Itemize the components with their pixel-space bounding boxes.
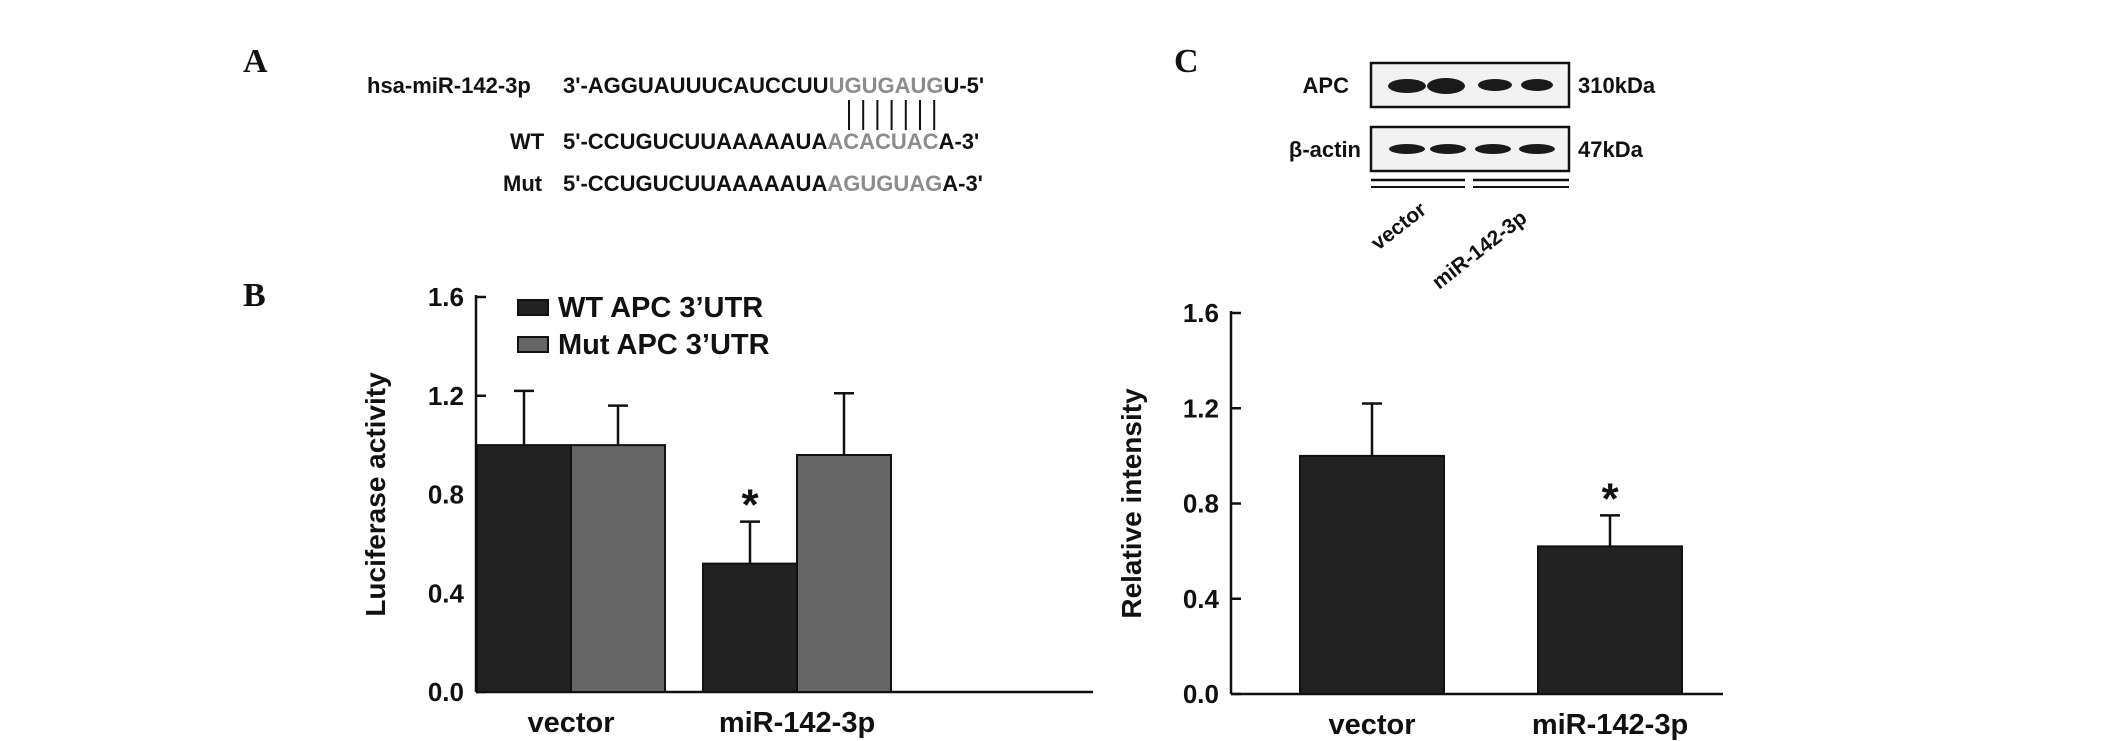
wt-sequence: 5'-CCUGUCUUAAAAAUAACACUACA-3' — [563, 129, 979, 154]
x-category-label: vector — [1328, 709, 1415, 741]
bar — [1299, 454, 1445, 695]
wt-seq-right: A-3' — [939, 129, 980, 154]
y-tick-label: 0.0 — [428, 677, 464, 707]
blot-size-actin: 47kDa — [1578, 137, 1644, 162]
bar — [476, 444, 572, 693]
band-apc-lane1 — [1388, 79, 1426, 93]
blot-label-actin: β-actin — [1289, 137, 1361, 162]
wt-seq-left: 5'-CCUGUCUUAAAAAUA — [563, 129, 827, 154]
mir-seq-seed: UGUGAUG — [829, 73, 944, 98]
significance-marker: * — [741, 481, 759, 530]
mut-seq-site: AGUGUAG — [827, 171, 942, 196]
wt-name: WT — [510, 129, 545, 154]
bar — [702, 562, 798, 693]
chart-relative-intensity: 0.0 0.4 0.8 1.2 1.6 Relative intensity vector m… — [1116, 298, 1723, 741]
y-tick-label: 0.0 — [1183, 679, 1219, 709]
y-axis-label: Luciferase activity — [360, 372, 391, 617]
y-tick-label: 0.8 — [1183, 489, 1219, 519]
band-actin-lane2 — [1430, 144, 1466, 154]
y-tick-label: 0.4 — [428, 578, 465, 608]
wt-seq-site: ACACUAC — [827, 129, 938, 154]
band-actin-lane1 — [1389, 144, 1425, 154]
mut-name: Mut — [503, 171, 543, 196]
band-apc-lane3 — [1478, 79, 1512, 91]
band-actin-lane3 — [1475, 144, 1511, 154]
mir-name: hsa-miR-142-3p — [367, 73, 531, 98]
legend-label: Mut APC 3’UTR — [558, 329, 770, 361]
bar — [796, 454, 892, 693]
blot-label-apc: APC — [1303, 73, 1350, 98]
blot-size-apc: 310kDa — [1578, 73, 1656, 98]
mir-seq-left: 3'-AGGUAUUUCAUCCUU — [563, 73, 829, 98]
panel-letter-a: A — [243, 43, 268, 80]
band-apc-lane4 — [1521, 79, 1553, 91]
lane-label-mir: miR-142-3p — [1428, 206, 1531, 294]
lane-label-vector: vector — [1367, 198, 1431, 255]
y-tick-label: 1.2 — [1183, 393, 1219, 423]
legend-swatch — [517, 299, 549, 316]
legend-swatch — [517, 336, 549, 353]
chart-luciferase: 0.0 0.4 0.8 1.2 1.6 Luciferase activity vector… — [360, 282, 1093, 739]
y-tick-label: 1.2 — [428, 381, 464, 411]
y-tick-label: 1.6 — [428, 282, 464, 312]
bar — [1537, 545, 1683, 695]
significance-marker: * — [1601, 474, 1619, 523]
x-category-label: vector — [527, 707, 614, 739]
y-axis-label: Relative intensity — [1116, 388, 1147, 619]
mut-sequence: 5'-CCUGUCUUAAAAAUAAGUGUAGA-3' — [563, 171, 983, 196]
y-tick-label: 1.6 — [1183, 298, 1219, 328]
band-actin-lane4 — [1519, 144, 1555, 154]
band-apc-lane2 — [1427, 78, 1465, 94]
sequence-alignment: hsa-miR-142-3p 3'-AGGUAUUUCAUCCUUUGUGAUG… — [367, 73, 984, 196]
panel-letter-c: C — [1174, 43, 1199, 80]
x-category-label: miR-142-3p — [719, 707, 875, 739]
x-category-label: miR-142-3p — [1532, 709, 1688, 741]
mir-seq-right: U-5' — [943, 73, 984, 98]
western-blot: APC 310kDa β-actin 47kDa vector miR-142-… — [1289, 61, 1656, 294]
mut-seq-left: 5'-CCUGUCUUAAAAAUA — [563, 171, 827, 196]
mir-sequence: 3'-AGGUAUUUCAUCCUUUGUGAUGU-5' — [563, 73, 984, 98]
mut-seq-right: A-3' — [942, 171, 983, 196]
y-tick-label: 0.8 — [428, 480, 464, 510]
bar — [570, 444, 666, 693]
y-tick-label: 0.4 — [1183, 584, 1220, 614]
legend-label: WT APC 3’UTR — [558, 292, 763, 324]
panel-letter-b: B — [243, 277, 266, 314]
base-pairing-lines — [848, 100, 936, 130]
